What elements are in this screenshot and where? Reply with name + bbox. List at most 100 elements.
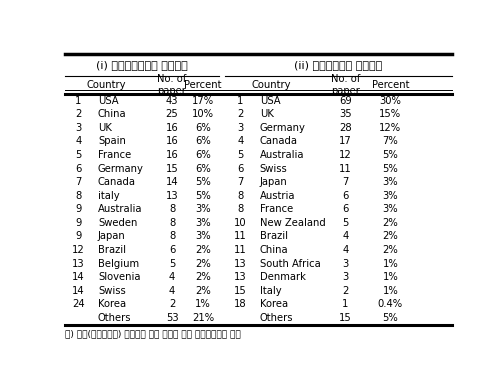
Text: 6: 6 bbox=[237, 163, 243, 174]
Text: 43: 43 bbox=[166, 96, 178, 106]
Text: 2: 2 bbox=[169, 299, 175, 309]
Text: 6%: 6% bbox=[195, 136, 211, 146]
Text: 5: 5 bbox=[237, 150, 243, 160]
Text: 5%: 5% bbox=[382, 313, 398, 323]
Text: China: China bbox=[260, 245, 288, 255]
Text: 5: 5 bbox=[343, 218, 349, 228]
Text: 10: 10 bbox=[234, 218, 246, 228]
Text: 6: 6 bbox=[75, 163, 81, 174]
Text: 5: 5 bbox=[169, 259, 175, 269]
Text: 13: 13 bbox=[234, 259, 246, 269]
Text: 16: 16 bbox=[165, 150, 179, 160]
Text: 21%: 21% bbox=[192, 313, 214, 323]
Text: 12%: 12% bbox=[379, 123, 401, 133]
Text: 12: 12 bbox=[72, 245, 85, 255]
Text: 4: 4 bbox=[343, 231, 349, 241]
Text: 8: 8 bbox=[169, 231, 175, 241]
Text: 8: 8 bbox=[237, 204, 243, 214]
Text: 6%: 6% bbox=[195, 163, 211, 174]
Text: Canada: Canada bbox=[98, 177, 136, 187]
Text: 8: 8 bbox=[237, 191, 243, 201]
Text: 4: 4 bbox=[237, 136, 243, 146]
Text: 1%: 1% bbox=[382, 272, 398, 282]
Text: Country: Country bbox=[252, 80, 291, 90]
Text: USA: USA bbox=[98, 96, 119, 106]
Text: 3%: 3% bbox=[195, 231, 211, 241]
Text: 2%: 2% bbox=[382, 245, 398, 255]
Text: 15: 15 bbox=[339, 313, 352, 323]
Text: 11: 11 bbox=[234, 245, 246, 255]
Text: 7%: 7% bbox=[382, 136, 398, 146]
Text: 8: 8 bbox=[75, 191, 81, 201]
Text: italy: italy bbox=[98, 191, 120, 201]
Text: Japan: Japan bbox=[98, 231, 126, 241]
Text: Denmark: Denmark bbox=[260, 272, 306, 282]
Text: 3%: 3% bbox=[382, 204, 398, 214]
Text: South Africa: South Africa bbox=[260, 259, 320, 269]
Text: 30%: 30% bbox=[379, 96, 401, 106]
Text: Belgium: Belgium bbox=[98, 259, 139, 269]
Text: 5%: 5% bbox=[195, 177, 211, 187]
Text: 2%: 2% bbox=[195, 272, 211, 282]
Text: 69: 69 bbox=[339, 96, 352, 106]
Text: 4: 4 bbox=[75, 136, 81, 146]
Text: 6: 6 bbox=[169, 245, 175, 255]
Text: 3%: 3% bbox=[382, 191, 398, 201]
Text: 6: 6 bbox=[343, 191, 349, 201]
Text: 5%: 5% bbox=[195, 191, 211, 201]
Text: 6: 6 bbox=[343, 204, 349, 214]
Text: Canada: Canada bbox=[260, 136, 298, 146]
Text: Slovenia: Slovenia bbox=[98, 272, 140, 282]
Text: Spain: Spain bbox=[98, 136, 126, 146]
Text: 5%: 5% bbox=[382, 150, 398, 160]
Text: 6%: 6% bbox=[195, 123, 211, 133]
Text: 1%: 1% bbox=[382, 259, 398, 269]
Text: 11: 11 bbox=[339, 163, 352, 174]
Text: 5%: 5% bbox=[382, 163, 398, 174]
Text: 4: 4 bbox=[169, 272, 175, 282]
Text: China: China bbox=[98, 109, 127, 119]
Text: 3: 3 bbox=[237, 123, 243, 133]
Text: Germany: Germany bbox=[98, 163, 144, 174]
Text: 15: 15 bbox=[234, 285, 246, 296]
Text: UK: UK bbox=[98, 123, 112, 133]
Text: 7: 7 bbox=[237, 177, 243, 187]
Text: Italy: Italy bbox=[260, 285, 281, 296]
Text: 3: 3 bbox=[75, 123, 81, 133]
Text: 1: 1 bbox=[237, 96, 243, 106]
Text: Korea: Korea bbox=[98, 299, 126, 309]
Text: Brazil: Brazil bbox=[260, 231, 288, 241]
Text: Japan: Japan bbox=[260, 177, 288, 187]
Text: 3%: 3% bbox=[195, 218, 211, 228]
Text: 14: 14 bbox=[72, 285, 85, 296]
Text: 7: 7 bbox=[75, 177, 81, 187]
Text: 1: 1 bbox=[75, 96, 81, 106]
Text: 8: 8 bbox=[169, 204, 175, 214]
Point bbox=[62, 74, 68, 78]
Text: 주) 저자(공저자포함) 기준으로 일부 논문의 수는 중복가능성이 있음: 주) 저자(공저자포함) 기준으로 일부 논문의 수는 중복가능성이 있음 bbox=[65, 329, 240, 338]
Text: 2%: 2% bbox=[195, 285, 211, 296]
Text: 0.4%: 0.4% bbox=[378, 299, 403, 309]
Text: No. of
paper: No. of paper bbox=[157, 74, 187, 96]
Text: 17: 17 bbox=[339, 136, 352, 146]
Text: 13: 13 bbox=[234, 272, 246, 282]
Text: Percent: Percent bbox=[372, 80, 409, 90]
Text: 2: 2 bbox=[75, 109, 81, 119]
Text: 12: 12 bbox=[339, 150, 352, 160]
Text: 3: 3 bbox=[343, 259, 349, 269]
Text: Korea: Korea bbox=[260, 299, 288, 309]
Text: 15: 15 bbox=[165, 163, 179, 174]
Text: Percent: Percent bbox=[185, 80, 222, 90]
Text: 9: 9 bbox=[75, 218, 81, 228]
Text: Germany: Germany bbox=[260, 123, 306, 133]
Text: 2%: 2% bbox=[382, 231, 398, 241]
Text: 1%: 1% bbox=[195, 299, 211, 309]
Text: Sweden: Sweden bbox=[98, 218, 137, 228]
Text: 3%: 3% bbox=[195, 204, 211, 214]
Text: France: France bbox=[260, 204, 293, 214]
Text: 2%: 2% bbox=[382, 218, 398, 228]
Text: Brazil: Brazil bbox=[98, 245, 126, 255]
Text: 1%: 1% bbox=[382, 285, 398, 296]
Text: Austria: Austria bbox=[260, 191, 295, 201]
Text: (i) 환경오염원추적 연구논문: (i) 환경오염원추적 연구논문 bbox=[96, 60, 188, 70]
